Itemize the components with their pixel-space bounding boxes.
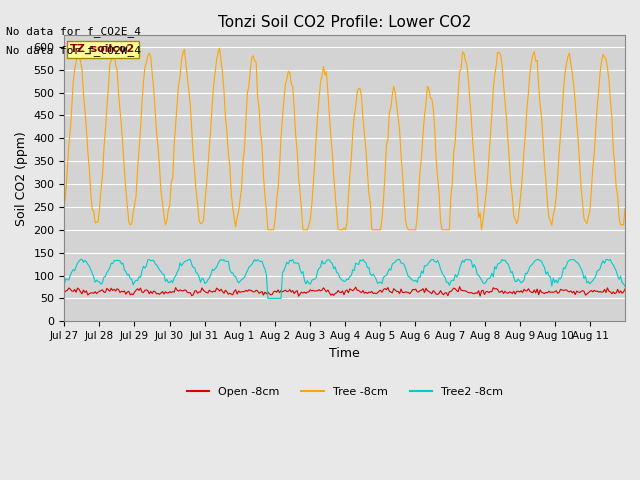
Tree2 -8cm bbox=[99, 280, 106, 286]
Title: Tonzi Soil CO2 Profile: Lower CO2: Tonzi Soil CO2 Profile: Lower CO2 bbox=[218, 15, 472, 30]
Open -8cm bbox=[547, 289, 554, 295]
Text: No data for f_CO2E_4: No data for f_CO2E_4 bbox=[6, 25, 141, 36]
Tree2 -8cm bbox=[621, 284, 629, 289]
Tree2 -8cm bbox=[81, 258, 89, 264]
X-axis label: Time: Time bbox=[330, 347, 360, 360]
Open -8cm bbox=[456, 284, 463, 289]
Legend: Open -8cm, Tree -8cm, Tree2 -8cm: Open -8cm, Tree -8cm, Tree2 -8cm bbox=[182, 383, 507, 401]
Open -8cm bbox=[463, 289, 471, 295]
Tree -8cm bbox=[97, 187, 105, 193]
Tree -8cm bbox=[264, 227, 272, 233]
Tree -8cm bbox=[61, 202, 68, 208]
Open -8cm bbox=[79, 287, 87, 293]
Open -8cm bbox=[97, 288, 105, 293]
Open -8cm bbox=[620, 289, 627, 295]
Tree -8cm bbox=[621, 206, 629, 212]
Tree2 -8cm bbox=[620, 281, 627, 287]
Line: Tree2 -8cm: Tree2 -8cm bbox=[65, 260, 625, 299]
Y-axis label: Soil CO2 (ppm): Soil CO2 (ppm) bbox=[15, 131, 28, 226]
Line: Tree -8cm: Tree -8cm bbox=[65, 48, 625, 230]
Tree2 -8cm bbox=[547, 274, 554, 280]
Tree2 -8cm bbox=[463, 257, 471, 263]
Line: Open -8cm: Open -8cm bbox=[65, 287, 625, 296]
Tree -8cm bbox=[79, 90, 87, 96]
Tree -8cm bbox=[463, 62, 471, 68]
Tree -8cm bbox=[547, 218, 554, 224]
Tree -8cm bbox=[216, 45, 223, 51]
Text: No data for f_CO2W_4: No data for f_CO2W_4 bbox=[6, 45, 141, 56]
Open -8cm bbox=[295, 293, 303, 299]
Tree2 -8cm bbox=[61, 281, 68, 287]
Tree -8cm bbox=[352, 104, 360, 109]
Open -8cm bbox=[350, 287, 358, 292]
Tree2 -8cm bbox=[352, 260, 360, 266]
Open -8cm bbox=[61, 290, 68, 296]
Tree2 -8cm bbox=[77, 257, 84, 263]
Open -8cm bbox=[621, 286, 629, 292]
Tree2 -8cm bbox=[264, 296, 272, 301]
Text: TZ_soilco2: TZ_soilco2 bbox=[70, 44, 135, 54]
Tree -8cm bbox=[620, 222, 627, 228]
